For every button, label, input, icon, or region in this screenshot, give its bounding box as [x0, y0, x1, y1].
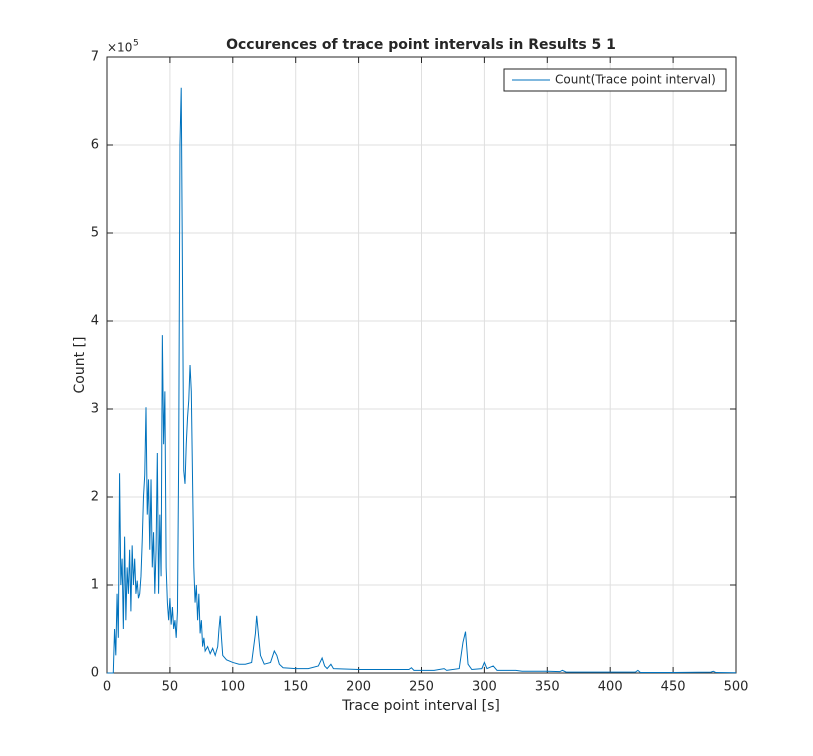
x-tick-label: 200 — [346, 680, 371, 695]
data-line — [107, 87, 737, 674]
chart-title: Occurences of trace point intervals in R… — [226, 37, 616, 53]
x-tick-label: 0 — [103, 680, 111, 695]
y-tick-label: 2 — [91, 490, 99, 505]
legend-box — [503, 68, 727, 92]
y-scale-label: ×10 — [107, 41, 132, 55]
x-tick-label: 100 — [220, 680, 245, 695]
legend-label: Count(Trace point interval) — [555, 73, 716, 87]
y-tick-label: 0 — [91, 666, 99, 681]
x-tick-label: 300 — [472, 680, 497, 695]
y-tick-label: 6 — [91, 138, 99, 153]
x-tick-label: 400 — [598, 680, 623, 695]
x-tick-label: 450 — [661, 680, 686, 695]
y-tick-label: 1 — [91, 578, 99, 593]
x-tick-label: 350 — [535, 680, 560, 695]
y-scale-exponent: 5 — [133, 39, 139, 49]
x-tick-label: 50 — [162, 680, 179, 695]
x-tick-label: 150 — [283, 680, 308, 695]
x-tick-label: 500 — [724, 680, 749, 695]
y-axis-label: Count [] — [72, 337, 88, 394]
y-tick-label: 5 — [91, 226, 99, 241]
x-tick-label: 250 — [409, 680, 434, 695]
y-tick-label: 3 — [91, 402, 99, 417]
y-tick-label: 7 — [91, 50, 99, 65]
x-axis-label: Trace point interval [s] — [341, 698, 500, 714]
y-tick-label: 4 — [91, 314, 99, 329]
plot-frame — [106, 56, 737, 674]
